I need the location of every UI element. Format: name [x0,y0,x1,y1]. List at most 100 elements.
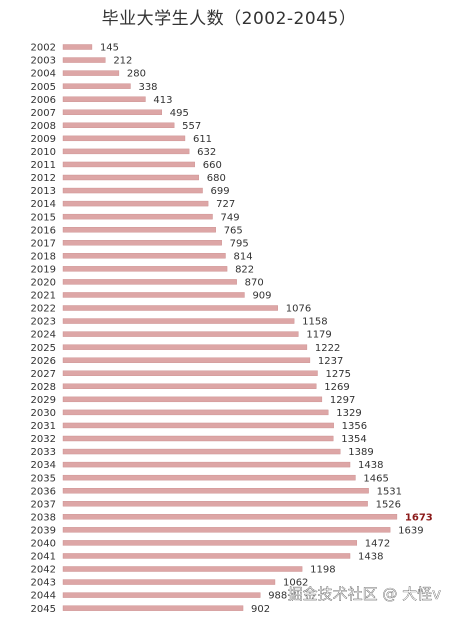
bar-2027 [62,370,318,376]
bar-2021 [62,292,245,298]
year-tick-2042: 2042 [31,565,56,576]
bar-2040 [62,540,358,546]
year-tick-2032: 2032 [31,434,56,445]
value-label-2021: 909 [252,291,271,302]
bar-2006 [62,96,146,102]
bar-2026 [62,357,311,363]
year-tick-2037: 2037 [31,499,56,510]
year-tick-2004: 2004 [31,69,56,80]
bar-2039 [62,527,391,533]
value-label-2007: 495 [170,108,189,119]
value-label-2012: 680 [207,173,226,184]
year-tick-2036: 2036 [31,486,56,497]
bar-2022 [62,305,278,311]
year-tick-2041: 2041 [31,552,56,563]
year-tick-2044: 2044 [31,591,56,602]
bar-2002 [62,44,93,50]
bar-2032 [62,435,334,442]
year-tick-2031: 2031 [31,421,56,432]
year-tick-2028: 2028 [31,382,56,393]
value-label-2029: 1297 [330,395,355,406]
value-label-2017: 795 [230,238,249,249]
year-tick-2030: 2030 [31,408,56,419]
bar-2041 [62,553,351,559]
year-tick-2011: 2011 [31,160,56,171]
value-label-2010: 632 [197,147,216,158]
bar-2030 [62,409,329,416]
bar-2016 [62,226,216,233]
value-label-2041: 1438 [358,552,383,563]
watermark-text: 掘金技术社区 @ 大怪v [288,585,442,603]
year-tick-2039: 2039 [31,525,56,536]
year-tick-labels: 2002 2003 2004 2005 2006 2007 2008 2009 2010 2011… [31,43,56,615]
value-label-2013: 699 [211,186,230,197]
year-tick-2017: 2017 [31,238,56,249]
value-label-2040: 1472 [365,539,390,550]
bar-2042 [62,566,303,572]
bar-2038 [62,514,398,520]
bar-2014 [62,200,209,207]
bar-2019 [62,266,228,272]
year-tick-2035: 2035 [31,473,56,484]
value-label-2024: 1179 [306,330,331,341]
bar-2017 [62,240,222,246]
year-tick-2015: 2015 [31,212,56,223]
value-label-2034: 1438 [358,460,383,471]
value-label-2031: 1356 [342,421,367,432]
bar-2034 [62,461,351,468]
bar-2009 [62,135,186,142]
value-label-2009: 611 [193,134,212,145]
year-tick-2021: 2021 [31,291,56,302]
value-label-2033: 1389 [348,447,373,458]
year-tick-2005: 2005 [31,82,56,93]
bar-2025 [62,344,308,350]
year-tick-2002: 2002 [31,43,56,54]
value-label-2023: 1158 [302,317,327,328]
value-label-2038: 1673 [405,512,433,523]
bar-2023 [62,318,295,324]
bar-2031 [62,422,334,429]
value-label-2018: 814 [233,251,252,262]
year-tick-2043: 2043 [31,578,56,589]
year-tick-2003: 2003 [31,56,56,67]
bar-2035 [62,474,356,481]
value-label-2016: 765 [224,225,243,236]
bars-group [62,44,398,611]
value-labels: 145 212 280 338 413 495 557 611 632 660 680 699 727 7… [100,43,433,615]
bar-2044 [62,592,261,598]
year-tick-2029: 2029 [31,395,56,406]
bar-2043 [62,579,276,585]
value-label-2042: 1198 [310,565,335,576]
year-tick-2008: 2008 [31,121,56,132]
year-tick-2045: 2045 [31,604,56,615]
year-tick-2033: 2033 [31,447,56,458]
bar-2033 [62,448,341,455]
value-label-2002: 145 [100,43,119,54]
value-label-2008: 557 [182,121,201,132]
bar-2004 [62,70,120,76]
value-label-2019: 822 [235,264,254,275]
value-label-2039: 1639 [398,525,423,536]
bar-2028 [62,383,317,389]
value-label-2032: 1354 [341,434,366,445]
bar-2005 [62,83,131,89]
value-label-2020: 870 [245,278,264,289]
bar-2020 [62,279,237,285]
year-tick-2027: 2027 [31,369,56,380]
bar-2045 [62,605,244,611]
year-tick-2024: 2024 [31,330,56,341]
value-label-2027: 1275 [325,369,350,380]
bar-2013 [62,187,203,194]
value-label-2045: 902 [251,604,270,615]
value-label-2005: 338 [138,82,157,93]
value-label-2036: 1531 [377,486,402,497]
year-tick-2006: 2006 [31,95,56,106]
year-tick-2020: 2020 [31,278,56,289]
year-tick-2019: 2019 [31,264,56,275]
chart-title: 毕业大学生人数（2002-2045） [102,9,357,29]
value-label-2004: 280 [127,69,146,80]
bar-2015 [62,213,213,220]
year-tick-2007: 2007 [31,108,56,119]
